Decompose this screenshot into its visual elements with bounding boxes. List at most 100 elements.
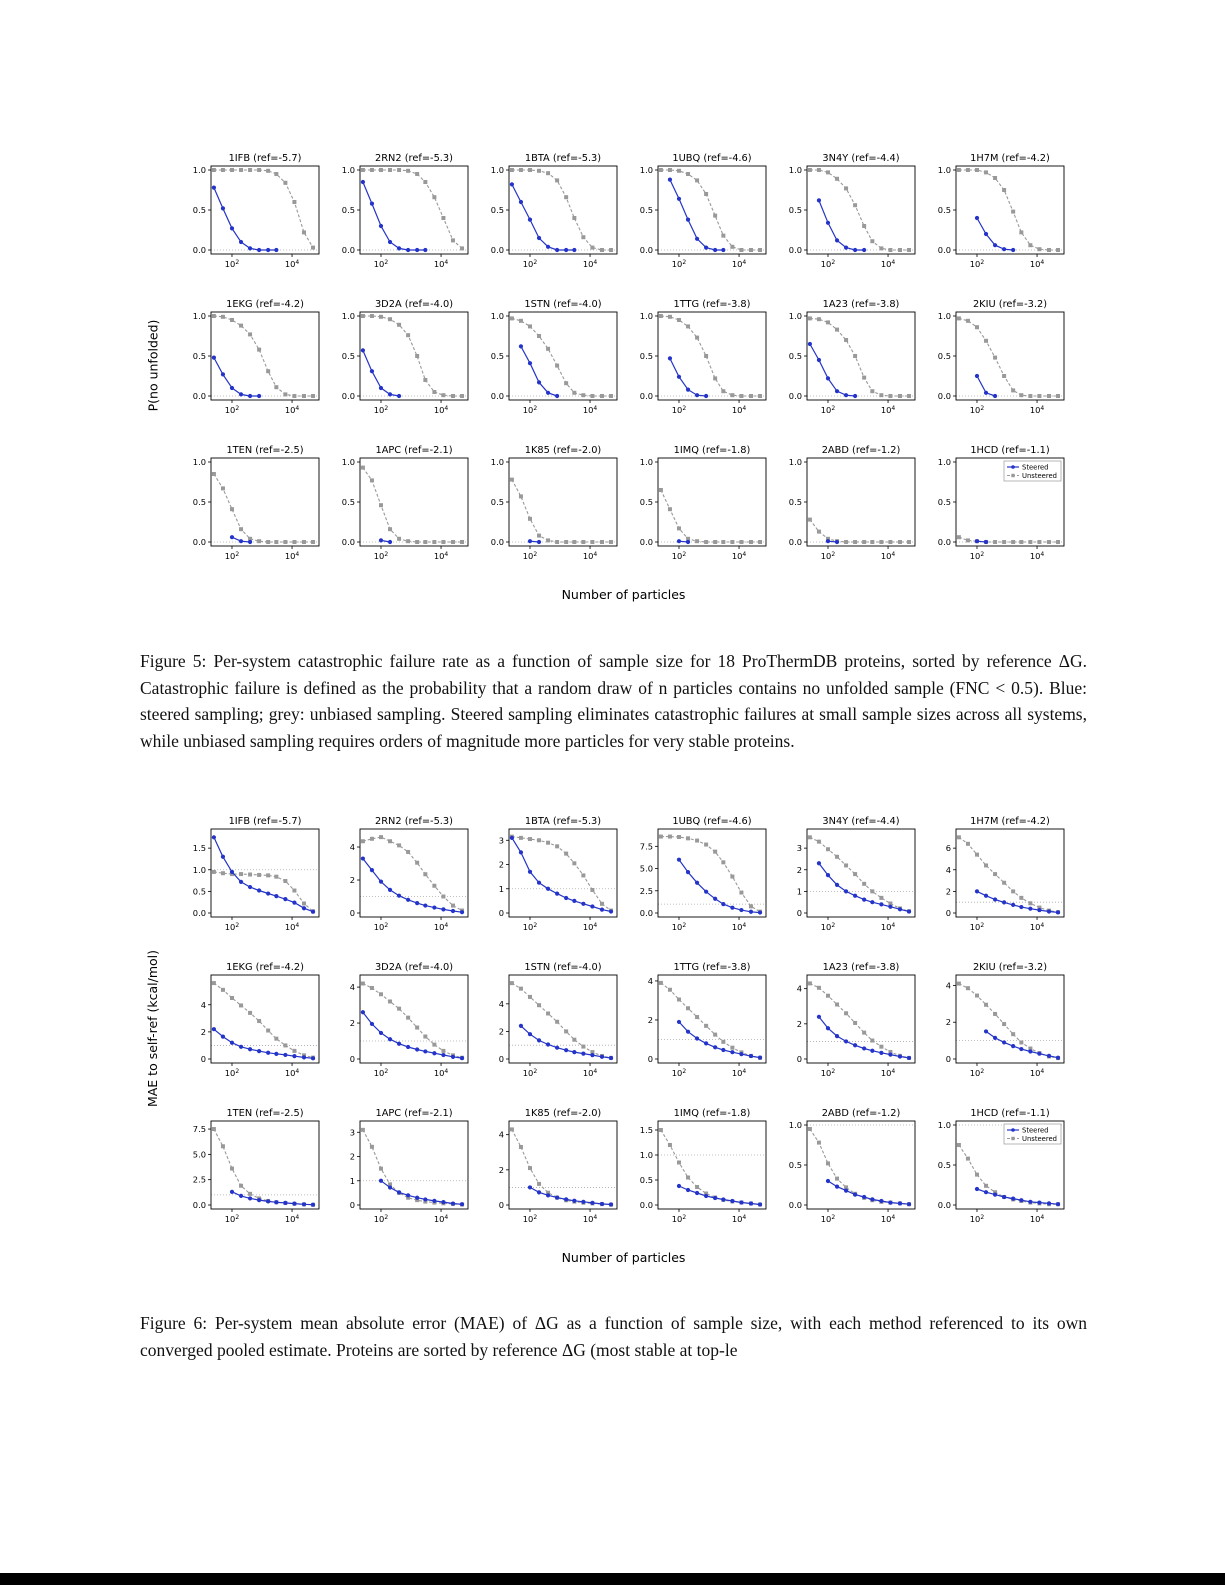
unsteered-line bbox=[362, 1129, 463, 1206]
bottom-black-bar bbox=[0, 1573, 1225, 1585]
unsteered-marker bbox=[292, 888, 297, 893]
steered-marker bbox=[266, 891, 271, 896]
subplot-title: 1TTG (ref=-3.8) bbox=[674, 962, 751, 973]
unsteered-marker bbox=[956, 316, 961, 321]
y-tick-label: 2.5 bbox=[640, 886, 653, 896]
unsteered-line bbox=[213, 982, 314, 1059]
y-tick-label: 0.0 bbox=[342, 391, 355, 401]
steered-marker bbox=[396, 246, 402, 251]
subplot-1hcd: 1HCD (ref=-1.1) 0.0 0.5 1.0 102 104 SteeredUns… bbox=[938, 1108, 1065, 1224]
x-tick-label: 104 bbox=[285, 259, 300, 269]
y-tick-label: 0.0 bbox=[938, 537, 951, 547]
subplot-title: 1HCD (ref=-1.1) bbox=[970, 1108, 1049, 1119]
x-tick-label: 102 bbox=[672, 405, 687, 415]
unsteered-marker bbox=[1011, 1032, 1016, 1037]
unsteered-marker bbox=[388, 168, 393, 172]
unsteered-marker bbox=[807, 1127, 812, 1131]
x-tick-label: 104 bbox=[285, 922, 300, 932]
steered-marker bbox=[676, 539, 682, 544]
unsteered-marker bbox=[397, 536, 402, 541]
unsteered-marker bbox=[965, 1156, 970, 1161]
x-tick-label: 102 bbox=[374, 922, 389, 932]
subplot-3n4y: 3N4Y (ref=-4.4) 0 1 2 3 102 104 bbox=[797, 816, 916, 932]
steered-marker bbox=[992, 1035, 998, 1040]
unsteered-marker bbox=[555, 540, 560, 544]
y-tick-label: 0 bbox=[499, 908, 504, 918]
axes-frame bbox=[508, 828, 618, 918]
steered-marker bbox=[247, 539, 253, 545]
unsteered-marker bbox=[816, 168, 821, 172]
y-tick-label: 0.5 bbox=[938, 351, 951, 361]
axes-frame bbox=[359, 457, 469, 547]
unsteered-marker bbox=[1028, 901, 1033, 906]
unsteered-line bbox=[958, 169, 1058, 251]
unsteered-line bbox=[362, 983, 463, 1059]
axes-frame bbox=[210, 165, 320, 255]
unsteered-marker bbox=[509, 316, 514, 321]
subplot-title: 1UBQ (ref=-4.6) bbox=[672, 153, 751, 164]
y-tick-label: 0.0 bbox=[491, 245, 504, 255]
steered-marker bbox=[843, 245, 849, 250]
steered-marker bbox=[862, 1046, 867, 1051]
y-tick-label: 4 bbox=[946, 980, 951, 990]
unsteered-marker bbox=[406, 1195, 411, 1200]
subplot-1bta: 1BTA (ref=-5.3) 0.0 0.5 1.0 102 104 bbox=[491, 153, 618, 269]
steered-marker bbox=[369, 868, 375, 873]
unsteered-marker bbox=[730, 393, 735, 398]
y-tick-label: 0.0 bbox=[193, 1200, 206, 1210]
steered-marker bbox=[432, 1198, 437, 1203]
steered-marker bbox=[897, 1201, 903, 1206]
subplot-title: 1TEN (ref=-2.5) bbox=[226, 445, 303, 456]
steered-marker bbox=[545, 1193, 551, 1198]
unsteered-marker bbox=[825, 536, 830, 541]
steered-marker bbox=[748, 1053, 754, 1059]
subplot-1stn: 1STN (ref=-4.0) 0.0 0.5 1.0 102 104 bbox=[491, 299, 618, 415]
x-tick-label: 102 bbox=[374, 551, 389, 561]
unsteered-marker bbox=[229, 995, 234, 1000]
steered-marker bbox=[879, 1198, 884, 1204]
unsteered-line bbox=[362, 169, 463, 249]
unsteered-marker bbox=[555, 363, 560, 368]
axes-frame bbox=[210, 974, 320, 1064]
steered-marker bbox=[360, 179, 366, 185]
steered-marker bbox=[229, 1040, 235, 1045]
unsteered-marker bbox=[527, 994, 532, 999]
steered-marker bbox=[1002, 900, 1007, 905]
unsteered-marker bbox=[974, 993, 979, 998]
steered-marker bbox=[757, 1202, 763, 1207]
unsteered-marker bbox=[518, 168, 523, 172]
steered-marker bbox=[509, 182, 515, 187]
unsteered-marker bbox=[301, 230, 306, 235]
x-tick-label: 104 bbox=[881, 1214, 896, 1224]
steered-marker bbox=[983, 1029, 989, 1034]
steered-marker bbox=[581, 901, 586, 906]
unsteered-line bbox=[511, 479, 611, 543]
steered-marker bbox=[459, 1056, 465, 1061]
steered-marker bbox=[1037, 1051, 1042, 1056]
subplot-1apc: 1APC (ref=-2.1) 0.0 0.5 1.0 102 104 bbox=[342, 445, 469, 561]
unsteered-line bbox=[511, 836, 612, 912]
steered-marker bbox=[721, 902, 726, 907]
axes-frame bbox=[210, 311, 320, 401]
steered-marker bbox=[757, 1055, 763, 1060]
steered-marker bbox=[825, 1178, 831, 1184]
y-tick-label: 0.0 bbox=[342, 537, 355, 547]
steered-marker bbox=[292, 900, 297, 905]
x-tick-label: 102 bbox=[523, 1214, 538, 1224]
x-tick-label: 102 bbox=[821, 1214, 836, 1224]
unsteered-marker bbox=[853, 203, 858, 208]
unsteered-marker bbox=[211, 869, 216, 874]
unsteered-marker bbox=[658, 980, 663, 985]
unsteered-marker bbox=[564, 381, 569, 386]
steered-marker bbox=[423, 247, 428, 253]
y-tick-label: 0 bbox=[648, 1054, 653, 1064]
steered-marker bbox=[1055, 1202, 1061, 1207]
x-tick-label: 104 bbox=[583, 1214, 598, 1224]
fig6-y-axis-label: MAE to self-ref (kcal/mol) bbox=[145, 949, 161, 1107]
unsteered-marker bbox=[844, 1185, 849, 1190]
steered-marker bbox=[834, 882, 840, 887]
subplot-2kiu: 2KIU (ref=-3.2) 0.0 0.5 1.0 102 104 bbox=[938, 299, 1065, 415]
unsteered-marker bbox=[695, 1015, 700, 1020]
x-tick-label: 104 bbox=[732, 922, 747, 932]
steered-marker bbox=[274, 1051, 279, 1056]
